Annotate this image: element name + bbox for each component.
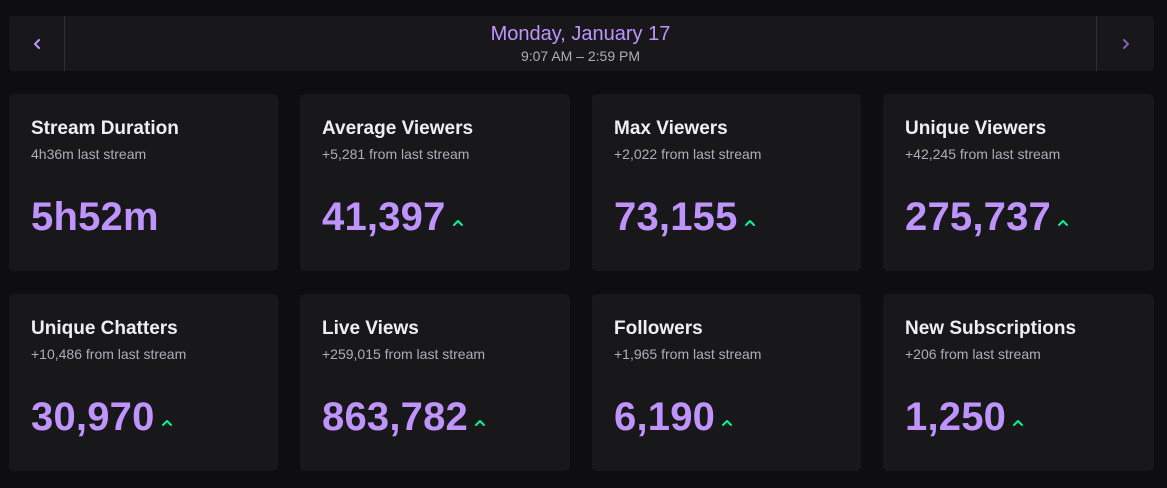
stats-grid: Stream Duration 4h36m last stream 5h52m … bbox=[9, 94, 1154, 471]
trend-up-icon bbox=[452, 220, 463, 226]
stat-value: 1,250 bbox=[905, 395, 1007, 439]
stat-comparison: +5,281 from last stream bbox=[322, 146, 470, 162]
stat-value: 73,155 bbox=[614, 195, 738, 239]
trend-up-icon bbox=[744, 220, 755, 226]
stat-card-average-viewers: Average Viewers +5,281 from last stream … bbox=[300, 94, 570, 271]
trend-up-icon bbox=[1058, 220, 1068, 226]
trend-up-icon bbox=[1013, 420, 1024, 426]
stat-card-new-subscriptions: New Subscriptions +206 from last stream … bbox=[883, 294, 1154, 471]
stat-comparison: 4h36m last stream bbox=[31, 146, 147, 162]
stat-title: Unique Viewers bbox=[905, 118, 1047, 139]
stat-title: Stream Duration bbox=[31, 118, 179, 139]
stat-title: Max Viewers bbox=[614, 118, 728, 139]
stream-date: Monday, January 17 bbox=[490, 23, 671, 45]
stat-title: Live Views bbox=[322, 318, 419, 339]
stat-comparison: +42,245 from last stream bbox=[905, 146, 1061, 162]
previous-stream-button[interactable] bbox=[9, 16, 65, 71]
chevron-right-icon bbox=[1122, 38, 1129, 49]
trend-up-icon bbox=[475, 420, 485, 426]
stat-card-followers: Followers +1,965 from last stream 6,190 bbox=[592, 294, 861, 471]
stat-comparison: +259,015 from last stream bbox=[322, 346, 486, 362]
stat-value: 863,782 bbox=[322, 395, 468, 439]
stat-value: 41,397 bbox=[322, 195, 446, 239]
stat-value: 275,737 bbox=[905, 195, 1051, 239]
stat-title: Average Viewers bbox=[322, 118, 474, 139]
stat-card-live-views: Live Views +259,015 from last stream 863… bbox=[300, 294, 570, 471]
chevron-left-icon bbox=[33, 38, 40, 49]
stat-card-unique-chatters: Unique Chatters +10,486 from last stream… bbox=[9, 294, 278, 471]
stat-value: 30,970 bbox=[31, 395, 155, 439]
stat-title: Followers bbox=[614, 318, 703, 339]
next-stream-button[interactable] bbox=[1096, 16, 1154, 71]
stat-comparison: +206 from last stream bbox=[905, 346, 1041, 362]
trend-up-icon bbox=[722, 420, 733, 426]
stat-title: New Subscriptions bbox=[905, 318, 1077, 339]
stat-comparison: +1,965 from last stream bbox=[614, 346, 762, 362]
date-navigator: Monday, January 17 9:07 AM – 2:59 PM bbox=[9, 16, 1154, 71]
stat-card-stream-duration: Stream Duration 4h36m last stream 5h52m bbox=[9, 94, 278, 271]
stat-value: 5h52m bbox=[31, 195, 159, 239]
stat-value: 6,190 bbox=[614, 395, 716, 439]
stat-card-unique-viewers: Unique Viewers +42,245 from last stream … bbox=[883, 94, 1154, 271]
stream-time-range: 9:07 AM – 2:59 PM bbox=[520, 48, 641, 64]
stat-comparison: +2,022 from last stream bbox=[614, 146, 762, 162]
stat-title: Unique Chatters bbox=[31, 318, 178, 339]
stat-comparison: +10,486 from last stream bbox=[31, 346, 187, 362]
date-display: Monday, January 17 9:07 AM – 2:59 PM bbox=[65, 16, 1096, 71]
trend-up-icon bbox=[161, 420, 172, 426]
stat-card-max-viewers: Max Viewers +2,022 from last stream 73,1… bbox=[592, 94, 861, 271]
